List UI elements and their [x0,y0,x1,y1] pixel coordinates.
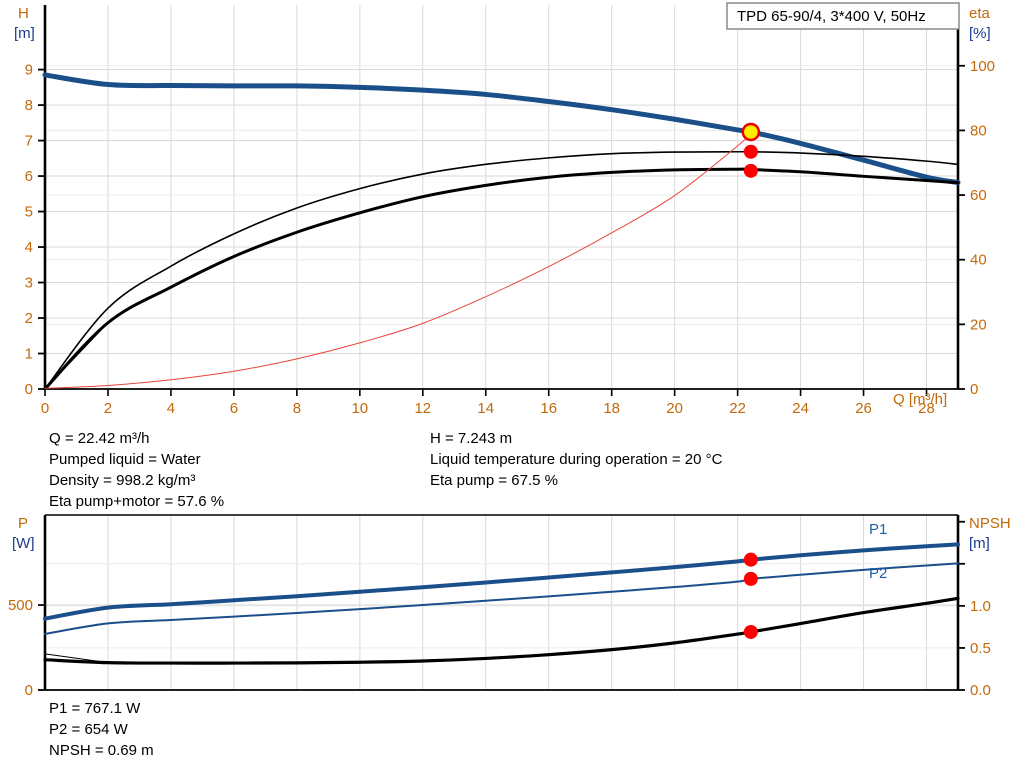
duty-point-eta-pump [744,164,758,178]
h-axis-title: H [18,5,29,22]
x-tick-label: 22 [729,400,746,417]
y-tick-label: 6 [25,168,33,185]
top-chart-axes [45,5,958,389]
x-tick-label: 18 [603,400,620,417]
x-tick-label: 8 [293,400,301,417]
y-tick-label: 5 [25,204,33,221]
info-density: Density = 998.2 kg/m³ [49,470,224,491]
p-axis-unit: [W] [12,535,35,552]
chart-title-label: TPD 65-90/4, 3*400 V, 50Hz [737,8,926,25]
top-chart-tick-labels: 0123456789020406080100024681012141618202… [25,58,995,417]
bottom-chart-markers [744,553,758,639]
info-eta-pump-motor: Eta pump+motor = 57.6 % [49,491,224,512]
p1-series-label: P1 [869,521,887,538]
head-efficiency-svg: 0123456789020406080100024681012141618202… [0,0,1024,420]
chart-title-box: TPD 65-90/4, 3*400 V, 50Hz [727,3,959,29]
h-axis-unit: [m] [14,25,35,42]
eta-axis-unit: [%] [969,25,991,42]
info-flow: Q = 22.42 m³/h [49,428,224,449]
npsh-axis-unit: [m] [969,535,990,552]
duty-point-info-left: Q = 22.42 m³/h Pumped liquid = Water Den… [49,428,224,512]
x-tick-label: 14 [477,400,494,417]
x-tick-label: 10 [351,400,368,417]
top-chart-markers [743,124,759,178]
curve-npsh [45,598,958,663]
info-liquid-temperature: Liquid temperature during operation = 20… [430,449,722,470]
info-npsh: NPSH = 0.69 m [49,740,154,761]
x-tick-label: 16 [540,400,557,417]
duty-point-npsh [744,625,758,639]
y2-tick-label: 0 [970,381,978,398]
duty-point-eta-pump-motor [744,145,758,159]
info-eta-pump: Eta pump = 67.5 % [430,470,722,491]
p-axis-title: P [18,515,28,532]
npsh-axis-title: NPSH [969,515,1011,532]
y-tick-label: 2 [25,310,33,327]
y-tick-label: 0 [25,682,33,699]
info-head: H = 7.243 m [430,428,722,449]
top-chart-gridlines [45,5,958,389]
curve-eta-pump [45,169,958,389]
x-tick-label: 0 [41,400,49,417]
y2-tick-label: 100 [970,58,995,75]
x-tick-label: 26 [855,400,872,417]
duty-point-head [743,124,759,140]
y-tick-label: 8 [25,97,33,114]
x-tick-label: 20 [666,400,683,417]
x-tick-label: 12 [414,400,431,417]
curve-h-head- [45,75,958,183]
y-tick-label: 3 [25,275,33,292]
x-tick-label: 4 [167,400,175,417]
curve-h-head-extrapolated [45,75,108,85]
y2-tick-label: 20 [970,316,987,333]
y-tick-label: 7 [25,133,33,150]
p2-series-label: P2 [869,565,887,582]
curve-p1-extrapolated [45,608,108,619]
y2-tick-label: 80 [970,122,987,139]
x-tick-label: 2 [104,400,112,417]
y-tick-label: 0 [25,381,33,398]
bottom-chart-curves [45,544,958,663]
y-tick-label: 1 [25,346,33,363]
curve-eta-pump-extrapolated [45,323,108,389]
eta-axis-title: eta [969,5,991,22]
y2-tick-label: 0.5 [970,640,991,657]
curve-p2 [45,563,958,634]
power-npsh-chart: 0 500 0.0 0.5 1.0 P [W] NPSH [m] P1 P2 [0,510,1024,705]
head-efficiency-chart: 0123456789020406080100024681012141618202… [0,0,1024,420]
duty-point-p2 [744,572,758,586]
y2-tick-label: 60 [970,187,987,204]
curve-p2-extrapolated [45,623,108,634]
x-tick-label: 24 [792,400,809,417]
info-pumped-liquid: Pumped liquid = Water [49,449,224,470]
x-tick-label: 6 [230,400,238,417]
duty-point-info-right: H = 7.243 m Liquid temperature during op… [430,428,722,491]
y-tick-label: 4 [25,239,33,256]
top-chart-ticks [38,66,965,396]
y2-tick-label: 40 [970,252,987,269]
y2-tick-label: 0.0 [970,682,991,699]
info-p1: P1 = 767.1 W [49,698,154,719]
power-info-block: P1 = 767.1 W P2 = 654 W NPSH = 0.69 m [49,698,154,761]
top-chart-curves [45,75,958,389]
curve-p1 [45,544,958,618]
y-tick-label: 500 [8,597,33,614]
duty-point-p1 [744,553,758,567]
pump-curve-page: 0123456789020406080100024681012141618202… [0,0,1024,781]
info-p2: P2 = 654 W [49,719,154,740]
y-tick-label: 9 [25,62,33,79]
power-npsh-svg: 0 500 0.0 0.5 1.0 P [W] NPSH [m] P1 P2 [0,510,1024,705]
y2-tick-label: 1.0 [970,598,991,615]
q-axis-title: Q [m³/h] [893,391,947,408]
